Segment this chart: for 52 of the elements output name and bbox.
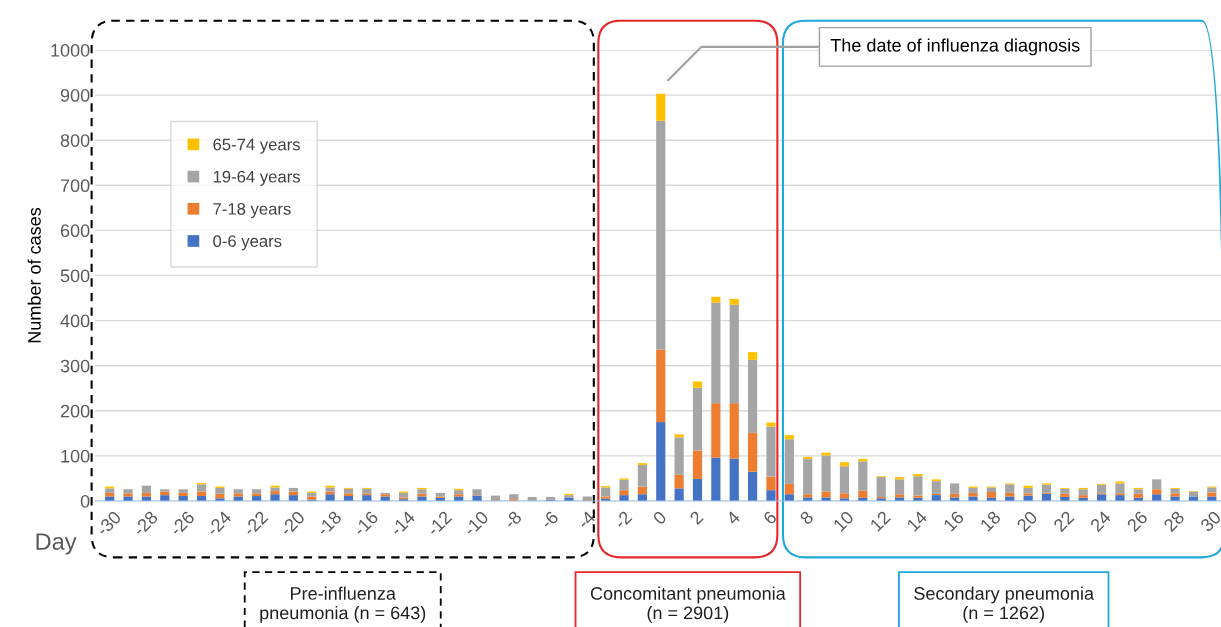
x-axis-title: Day (36, 533, 77, 555)
x-tick-label: 8 (799, 510, 815, 526)
x-tick-label: -26 (168, 510, 196, 537)
x-tick-label: -16 (352, 510, 379, 537)
x-tick-label: 6 (762, 510, 778, 526)
x-tick-label: -30 (95, 510, 122, 537)
x-tick-label: -4 (576, 510, 596, 530)
x-tick-label: 24 (1089, 510, 1112, 533)
x-tick-label: 18 (979, 510, 1002, 532)
y-tick-label: 900 (60, 89, 90, 102)
y-tick-label: 700 (60, 179, 90, 193)
y-tick-label: 500 (60, 269, 90, 283)
x-tick-label: 10 (832, 510, 855, 532)
x-tick-label: 0 (652, 510, 668, 526)
x-tick-label: 2 (688, 510, 704, 526)
x-tick-label: 14 (906, 510, 928, 532)
x-tick-label: 26 (1126, 510, 1149, 533)
x-tick-label: -22 (242, 510, 269, 537)
y-tick-label: 400 (60, 314, 90, 328)
x-tick-label: -12 (426, 510, 453, 537)
text: Secondary pneumonia (n = 1262) (914, 586, 1095, 623)
y-tick-label: 100 (61, 449, 90, 463)
text: Pre-influenza pneumonia (n = 643) (260, 586, 426, 623)
x-tick-label: 28 (1163, 510, 1186, 533)
x-tick-label: 30 (1199, 510, 1221, 533)
x-tick-label: -20 (279, 510, 306, 537)
y-tick-label: 200 (60, 404, 90, 418)
legend-label: 0-6 years (213, 235, 282, 251)
x-tick-label: -10 (462, 510, 490, 537)
y-tick-label: 600 (60, 224, 90, 238)
y-tick-label: 0 (80, 494, 90, 508)
text: Concomitant pneumonia (n = 2901) (590, 586, 786, 623)
y-tick-label: 1000 (51, 43, 90, 57)
x-tick-label: 20 (1016, 510, 1039, 533)
x-tick-label: 12 (869, 510, 891, 532)
x-tick-label: 4 (725, 510, 741, 526)
y-tick-label: 800 (60, 134, 90, 147)
x-tick-label: -6 (539, 510, 560, 530)
x-tick-label: -2 (613, 510, 633, 530)
x-tick-label: -24 (205, 510, 233, 537)
y-axis-title: Number of cases (27, 207, 41, 343)
x-tick-label: -28 (132, 510, 159, 537)
x-tick-label: -18 (315, 510, 343, 537)
x-tick-label: -8 (503, 510, 523, 530)
legend-label: 7-18 years (213, 202, 291, 219)
x-tick-label: 16 (942, 510, 965, 532)
x-tick-label: 22 (1052, 510, 1075, 533)
annotation: The date of influenza diagnosis (830, 38, 1080, 56)
legend-label: 19-64 years (213, 170, 300, 186)
legend-label: 65-74 years (213, 138, 300, 154)
y-tick-label: 300 (60, 359, 90, 373)
x-tick-label: -14 (389, 510, 416, 537)
